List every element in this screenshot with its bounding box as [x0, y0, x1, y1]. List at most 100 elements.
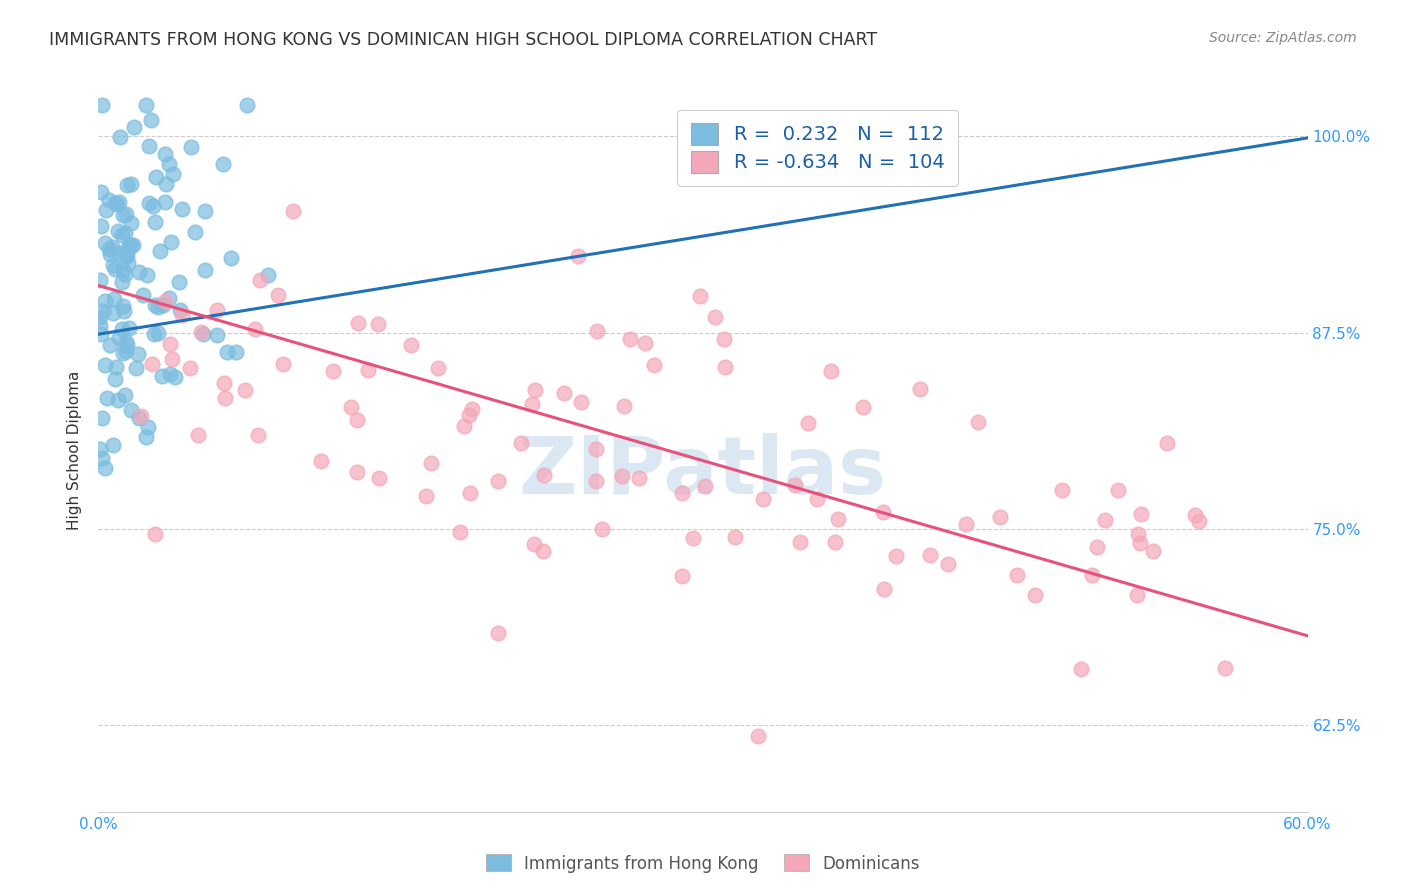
Point — [97, 242, 120, 256]
Point — [96, 391, 118, 405]
Point — [243, 322, 266, 336]
Point — [193, 326, 215, 341]
Point — [249, 273, 271, 287]
Point — [212, 376, 235, 390]
Point — [179, 361, 201, 376]
Point — [94, 293, 117, 308]
Point — [118, 238, 141, 252]
Point — [89, 272, 111, 286]
Text: Source: ZipAtlas.com: Source: ZipAtlas.com — [1209, 31, 1357, 45]
Point — [149, 244, 172, 258]
Point — [94, 359, 117, 373]
Point — [114, 334, 136, 349]
Point — [117, 256, 139, 270]
Point — [127, 347, 149, 361]
Point — [160, 351, 183, 366]
Text: IMMIGRANTS FROM HONG KONG VS DOMINICAN HIGH SCHOOL DIPLOMA CORRELATION CHART: IMMIGRANTS FROM HONG KONG VS DOMINICAN H… — [49, 31, 877, 49]
Point — [586, 324, 609, 338]
Point — [89, 310, 111, 325]
Point — [908, 382, 931, 396]
Point — [1215, 661, 1237, 675]
Point — [1107, 483, 1129, 497]
Text: ZIPatlas: ZIPatlas — [519, 434, 887, 511]
Point — [112, 304, 135, 318]
Point — [111, 275, 134, 289]
Point — [157, 157, 180, 171]
Point — [112, 346, 135, 360]
Point — [713, 360, 735, 375]
Point — [682, 531, 704, 545]
Point — [111, 321, 134, 335]
Point — [184, 225, 207, 239]
Point — [112, 263, 135, 277]
Point — [689, 288, 711, 302]
Point — [91, 303, 114, 318]
Point — [90, 451, 112, 466]
Point — [509, 435, 531, 450]
Point — [873, 582, 896, 596]
Point — [101, 258, 124, 272]
Point — [427, 361, 450, 376]
Point — [322, 364, 344, 378]
Point — [136, 268, 159, 283]
Point — [236, 98, 259, 112]
Point — [936, 557, 959, 571]
Point — [747, 729, 769, 743]
Point — [990, 510, 1012, 524]
Point — [524, 383, 547, 397]
Point — [266, 288, 288, 302]
Point — [101, 240, 124, 254]
Point — [138, 195, 160, 210]
Point — [585, 474, 607, 488]
Point — [671, 569, 693, 583]
Point — [627, 471, 650, 485]
Point — [107, 331, 129, 345]
Point — [215, 345, 238, 359]
Point — [143, 327, 166, 342]
Point — [93, 235, 115, 250]
Point — [399, 337, 422, 351]
Point — [966, 415, 988, 429]
Point — [145, 298, 167, 312]
Point — [155, 177, 177, 191]
Point — [695, 479, 717, 493]
Point — [94, 461, 117, 475]
Point — [167, 275, 190, 289]
Point — [1070, 662, 1092, 676]
Point — [449, 524, 471, 539]
Point — [789, 534, 811, 549]
Point — [752, 491, 775, 506]
Point — [153, 195, 176, 210]
Point — [271, 357, 294, 371]
Point — [704, 310, 727, 324]
Point — [89, 319, 111, 334]
Point — [214, 391, 236, 405]
Point — [346, 465, 368, 479]
Point — [115, 207, 138, 221]
Point — [713, 332, 735, 346]
Point — [138, 138, 160, 153]
Point — [523, 536, 546, 550]
Point — [170, 308, 193, 322]
Point — [135, 430, 157, 444]
Point — [96, 202, 118, 217]
Point — [90, 326, 112, 341]
Point — [955, 517, 977, 532]
Point — [634, 336, 657, 351]
Point — [89, 442, 111, 456]
Point — [281, 203, 304, 218]
Point — [920, 549, 942, 563]
Point — [105, 197, 128, 211]
Point — [415, 489, 437, 503]
Point — [103, 292, 125, 306]
Point — [136, 420, 159, 434]
Point — [170, 202, 193, 216]
Point — [180, 140, 202, 154]
Point — [132, 288, 155, 302]
Point — [347, 317, 370, 331]
Point — [591, 522, 613, 536]
Point — [115, 337, 138, 351]
Point — [533, 467, 555, 482]
Point — [111, 208, 134, 222]
Point — [118, 321, 141, 335]
